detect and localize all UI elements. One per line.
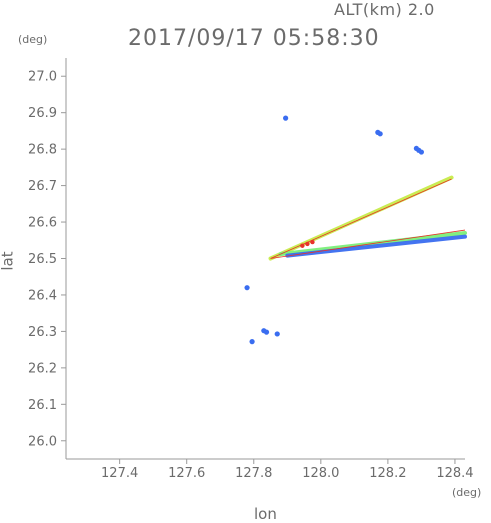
- y-tick-label: 26.1: [28, 398, 57, 413]
- x-tick-label: 128.0: [302, 466, 339, 481]
- x-tick-label: 128.4: [436, 466, 473, 481]
- echo-point: [249, 339, 255, 345]
- x-tick-label: 127.8: [235, 466, 272, 481]
- y-tick-label: 27.0: [28, 70, 57, 85]
- y-tick-label: 26.5: [28, 252, 57, 267]
- echo-outline: [270, 229, 466, 259]
- y-tick-label: 26.0: [28, 434, 57, 449]
- altitude-label: ALT(km) 2.0: [334, 0, 435, 19]
- x-tick-label: 128.2: [369, 466, 406, 481]
- echo-point: [274, 331, 280, 337]
- echo-point: [263, 329, 270, 335]
- x-tick-label: 127.4: [101, 466, 138, 481]
- y-tick-label: 26.8: [28, 143, 57, 158]
- echo-point: [418, 149, 425, 155]
- y-axis-unit: (deg): [18, 33, 48, 46]
- x-tick-label: 127.6: [168, 466, 205, 481]
- y-tick-label: 26.3: [28, 325, 57, 340]
- y-tick-label: 26.6: [28, 216, 57, 231]
- y-tick-label: 26.2: [28, 361, 57, 376]
- y-tick-label: 26.4: [28, 288, 57, 303]
- echo-point: [300, 243, 305, 248]
- x-axis-unit: (deg): [452, 486, 482, 499]
- x-axis-label: lon: [254, 505, 277, 523]
- echo-point: [305, 241, 310, 247]
- y-tick-label: 26.7: [28, 179, 57, 194]
- y-tick-label: 26.9: [28, 106, 57, 121]
- chart-title: 2017/09/17 05:58:30: [128, 26, 380, 51]
- echo-point: [377, 131, 383, 137]
- echo-point: [283, 115, 289, 121]
- echo-point: [310, 239, 315, 245]
- echo-point: [244, 285, 250, 291]
- echo-band: [285, 234, 467, 258]
